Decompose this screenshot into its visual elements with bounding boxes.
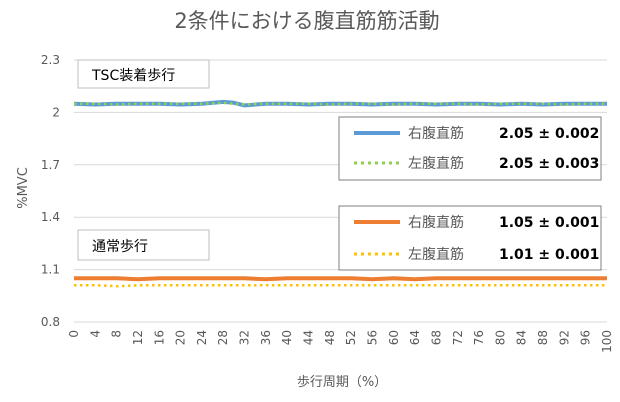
x-tick-label: 28: [216, 330, 230, 345]
legend-label-series-2: 右腹直筋: [408, 214, 464, 231]
x-tick-label: 88: [536, 330, 550, 345]
legend-tsc: 右腹直筋 2.05 ± 0.002 左腹直筋 2.05 ± 0.003: [338, 116, 602, 181]
series-line-1: [74, 101, 607, 106]
grid: [74, 59, 607, 323]
x-tick-label: 36: [259, 330, 273, 345]
x-tick-label: 40: [280, 330, 294, 345]
series-line-3: [74, 284, 607, 288]
x-tick-label: 56: [365, 330, 379, 345]
x-tick-label: 100: [600, 330, 614, 353]
x-tick-label: 76: [472, 330, 486, 345]
y-axis-label: %MVC: [16, 167, 31, 209]
x-tick-label: 68: [429, 330, 443, 345]
legend-label-series-3: 左腹直筋: [408, 246, 464, 263]
x-tick-label: 96: [579, 330, 593, 345]
x-tick-label: 52: [344, 330, 358, 345]
annotation-normal-label: 通常歩行: [92, 239, 148, 255]
y-axis-ticks: 0.8 1.1 1.4 1.7 2 2.3: [41, 53, 60, 329]
x-tick-label: 92: [557, 330, 571, 345]
x-tick-label: 20: [174, 330, 188, 345]
annotation-normal: 通常歩行: [77, 229, 210, 261]
x-axis-label: 歩行周期（%）: [297, 375, 387, 390]
x-tick-label: 24: [195, 330, 209, 345]
legend-stat-series-1: 2.05 ± 0.003: [499, 156, 599, 172]
x-tick-label: 48: [323, 330, 337, 345]
annotation-tsc-label: TSC装着歩行: [91, 68, 175, 84]
x-tick-label: 60: [387, 330, 401, 345]
y-tick-label: 2.3: [41, 53, 60, 67]
y-tick-label: 2: [52, 105, 60, 119]
annotation-tsc: TSC装着歩行: [77, 59, 210, 89]
legend-label-series-1: 左腹直筋: [408, 155, 464, 172]
legend-normal: 右腹直筋 1.05 ± 0.001 左腹直筋 1.01 ± 0.001: [338, 205, 602, 271]
legend-label-series-0: 右腹直筋: [408, 125, 464, 142]
x-tick-label: 12: [131, 330, 145, 345]
x-tick-label: 32: [238, 330, 252, 345]
legend-stat-series-0: 2.05 ± 0.002: [499, 126, 599, 142]
x-tick-label: 84: [515, 330, 529, 345]
y-tick-label: 1.1: [41, 263, 60, 277]
series-line-2: [74, 276, 607, 282]
series-lines: [73, 99, 607, 288]
x-tick-label: 72: [451, 330, 465, 345]
x-tick-label: 4: [88, 330, 102, 338]
y-tick-label: 1.4: [41, 210, 60, 224]
chart-title: 2条件における腹直筋筋活動: [174, 9, 439, 33]
x-tick-label: 80: [493, 330, 507, 345]
x-tick-label: 44: [302, 330, 316, 345]
y-tick-label: 1.7: [41, 158, 60, 172]
y-tick-label: 0.8: [41, 315, 60, 329]
x-tick-label: 0: [67, 330, 81, 338]
x-tick-label: 64: [408, 330, 422, 345]
x-axis-ticks: 0 4 8 12 16 20 24 28 32 36 40 44 48 52 56 60 64 68 72 76 80 8…: [67, 330, 614, 353]
legend-stat-series-3: 1.01 ± 0.001: [499, 247, 599, 263]
x-tick-label: 8: [110, 330, 124, 338]
x-tick-label: 16: [152, 330, 166, 345]
legend-stat-series-2: 1.05 ± 0.001: [499, 215, 599, 231]
